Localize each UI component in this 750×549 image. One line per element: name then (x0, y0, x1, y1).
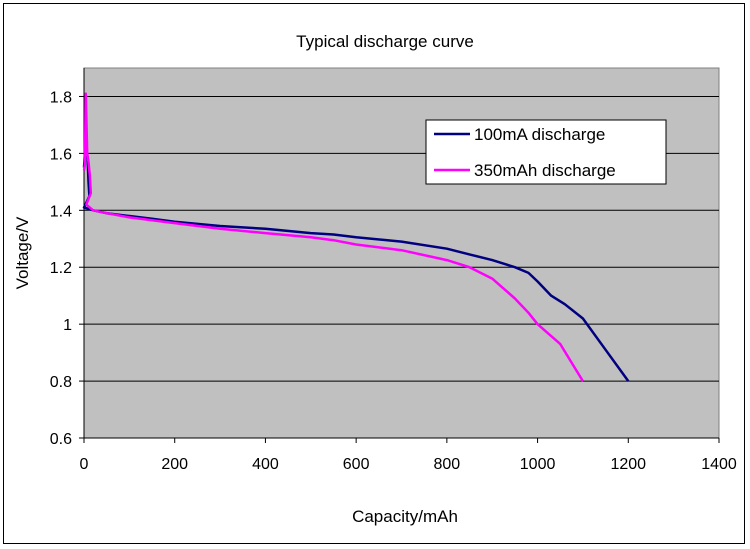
axes (83, 68, 719, 439)
series-lines (82, 92, 630, 382)
x-tick-label: 200 (161, 456, 188, 473)
x-tick-label: 1400 (701, 456, 737, 473)
series-line-350mah (82, 92, 584, 382)
chart-title: Typical discharge curve (296, 32, 474, 51)
legend: 100mA discharge 350mAh discharge (425, 119, 667, 185)
y-tick-label: 0.6 (50, 431, 72, 448)
legend-box (425, 119, 667, 185)
x-tick-label: 600 (343, 456, 370, 473)
y-tick-label: 1.8 (50, 89, 72, 106)
x-tick-label: 400 (252, 456, 279, 473)
y-tick-label: 1.4 (50, 203, 72, 220)
y-tick-label: 0.8 (50, 374, 72, 391)
series-line-100ma (82, 132, 630, 382)
y-axis-ticks: 0.6 0.8 1 1.2 1.4 1.6 1.8 (50, 89, 84, 448)
legend-label-100ma: 100mA discharge (474, 125, 605, 144)
y-tick-label: 1 (63, 317, 72, 334)
y-axis-title: Voltage/V (13, 216, 32, 289)
legend-label-350mah: 350mAh discharge (474, 161, 616, 180)
x-axis-title: Capacity/mAh (352, 507, 458, 526)
x-tick-label: 1200 (610, 456, 646, 473)
x-axis-ticks: 0 200 400 600 800 1000 1200 1400 (80, 438, 737, 473)
x-tick-label: 1000 (520, 456, 556, 473)
x-tick-label: 800 (434, 456, 461, 473)
x-tick-label: 0 (80, 456, 89, 473)
y-tick-label: 1.2 (50, 260, 72, 277)
y-tick-label: 1.6 (50, 146, 72, 163)
